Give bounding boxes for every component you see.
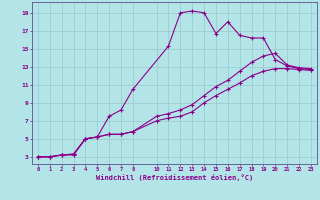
X-axis label: Windchill (Refroidissement éolien,°C): Windchill (Refroidissement éolien,°C) <box>96 174 253 181</box>
